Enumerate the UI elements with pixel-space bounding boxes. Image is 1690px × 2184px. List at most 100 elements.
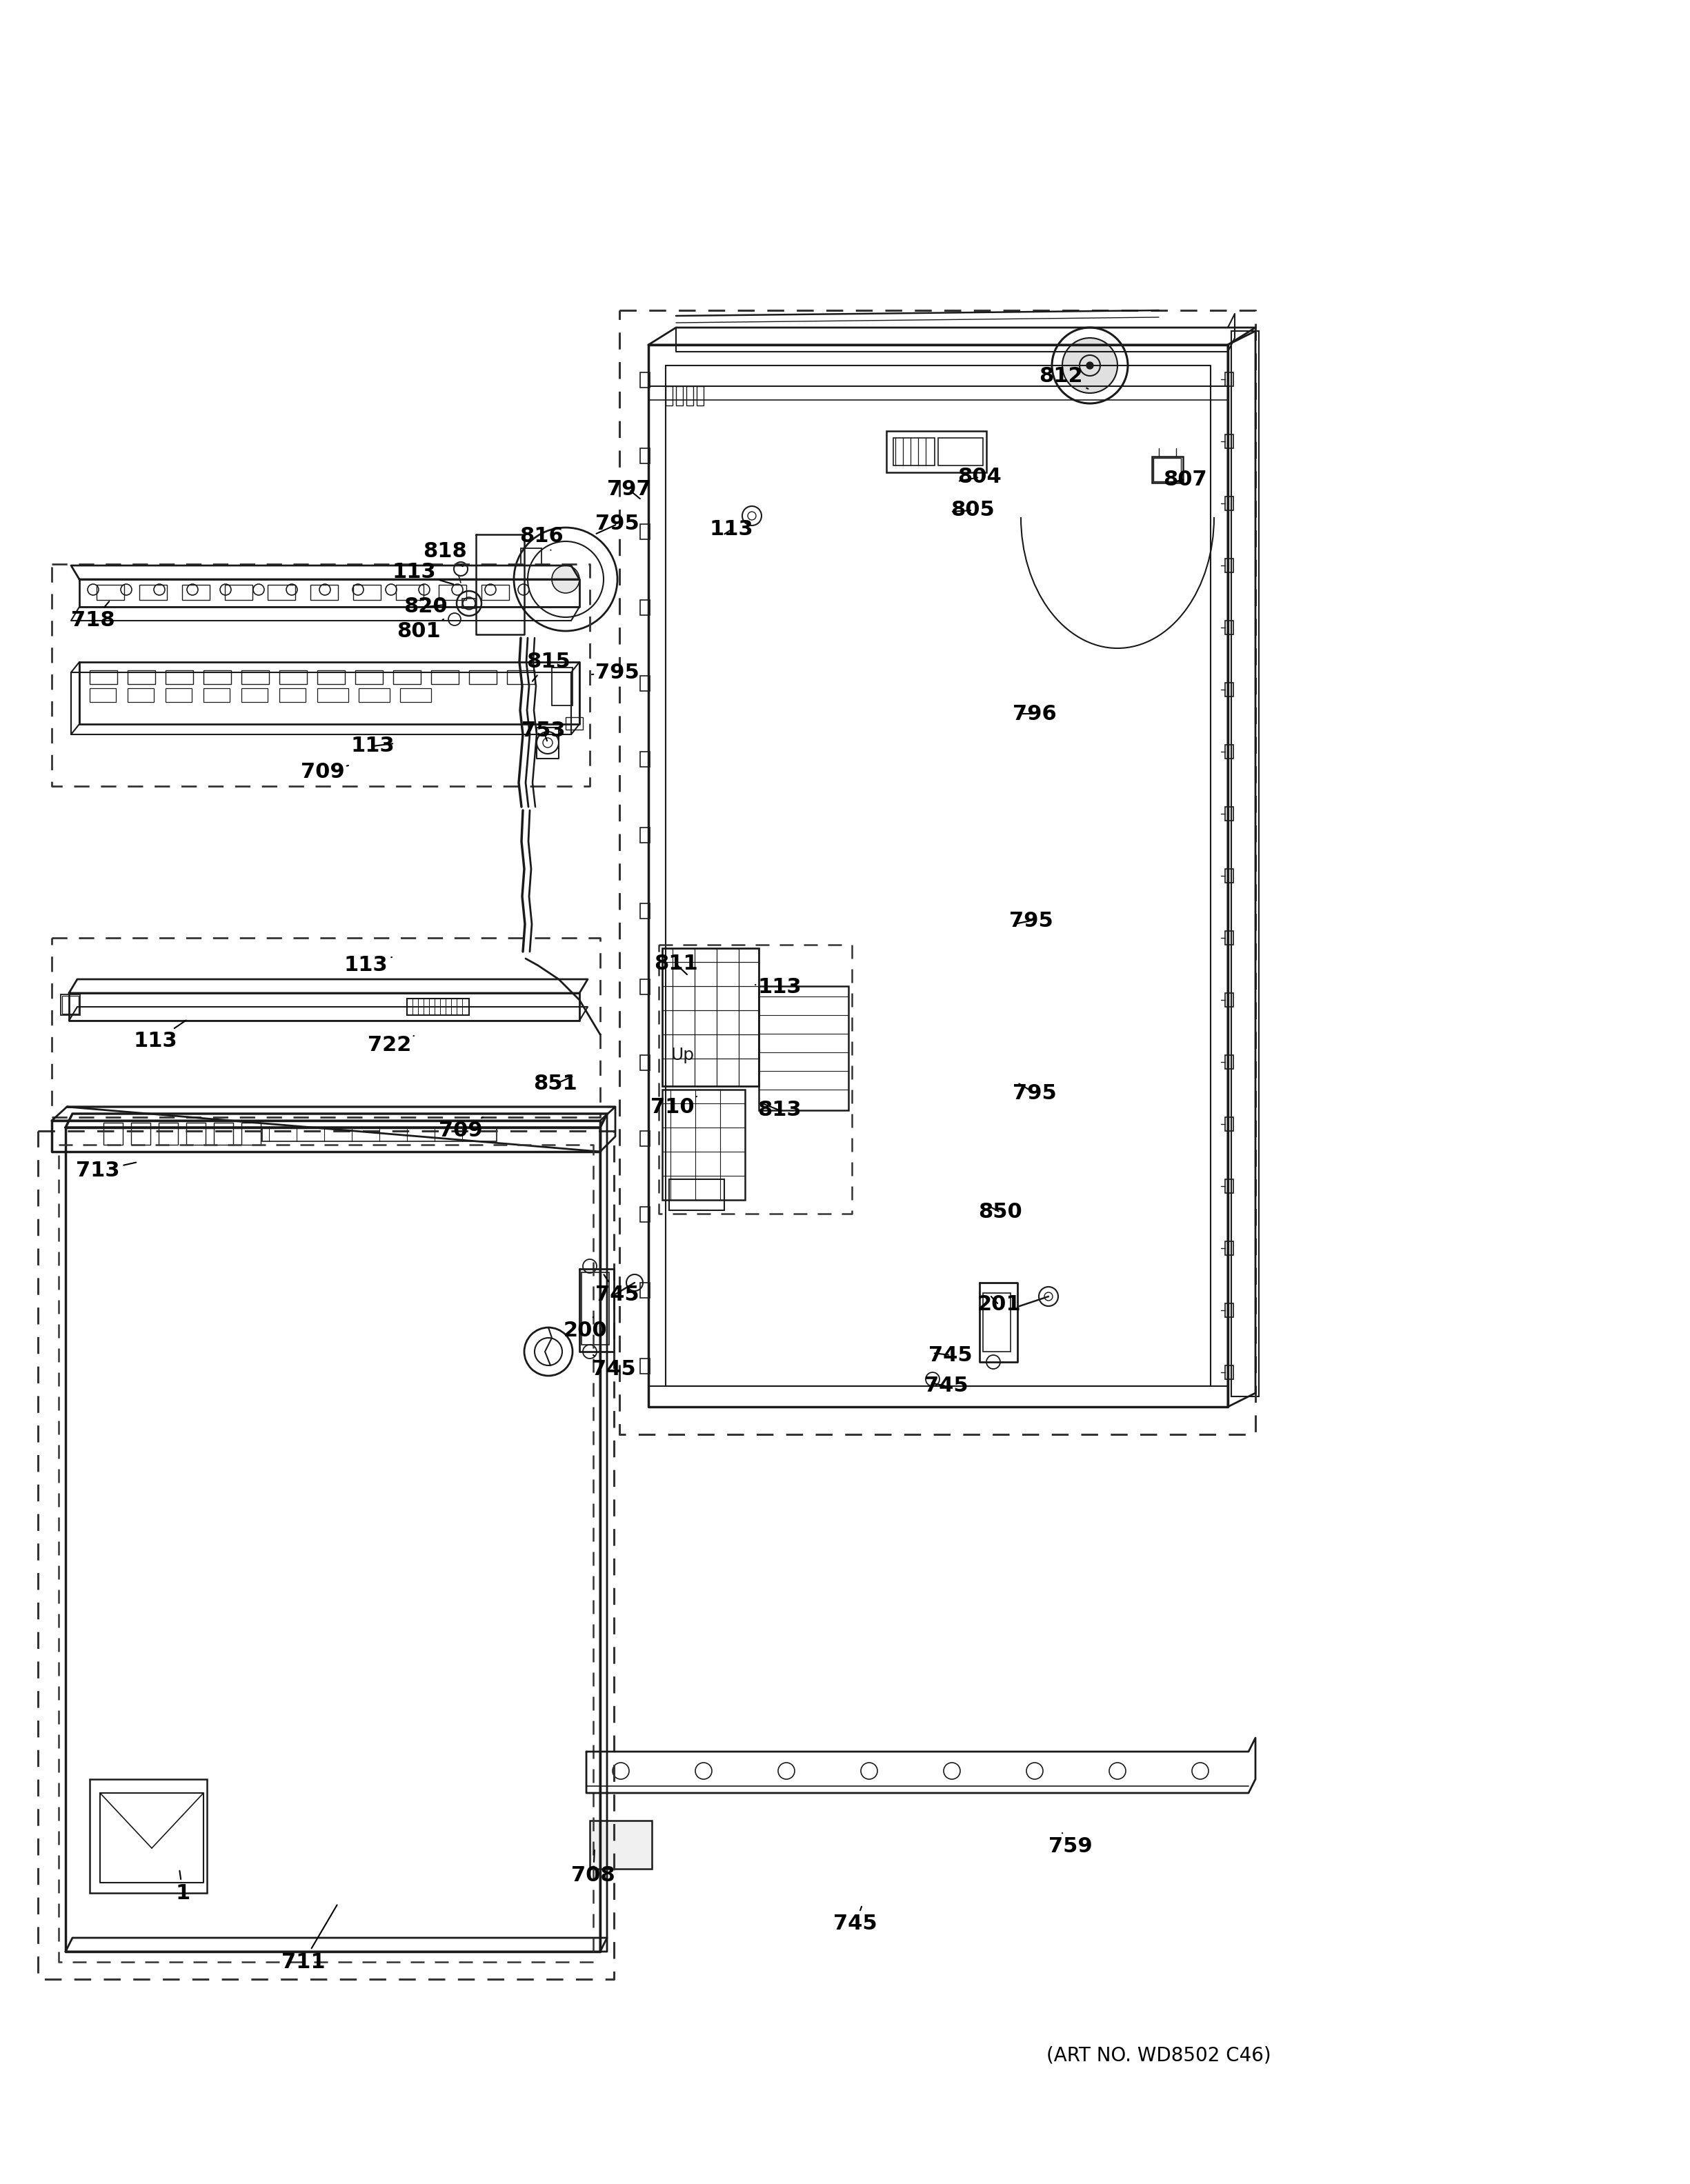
Bar bbox=[1153, 459, 1181, 480]
Bar bbox=[394, 670, 421, 684]
Bar bbox=[641, 1055, 649, 1070]
Text: 709: 709 bbox=[301, 762, 348, 782]
Bar bbox=[1225, 559, 1234, 572]
Bar bbox=[581, 1273, 608, 1345]
Text: 795: 795 bbox=[1012, 1083, 1056, 1103]
Bar bbox=[1153, 456, 1183, 483]
Text: 711: 711 bbox=[282, 1904, 336, 1972]
Bar bbox=[203, 688, 230, 701]
Text: 812: 812 bbox=[1039, 367, 1088, 389]
Text: 745: 745 bbox=[928, 1345, 972, 1365]
Bar bbox=[225, 585, 252, 601]
Bar bbox=[696, 387, 703, 406]
Circle shape bbox=[1063, 339, 1117, 393]
Text: 113: 113 bbox=[134, 1020, 186, 1051]
Bar bbox=[1232, 332, 1259, 1396]
Bar bbox=[262, 1127, 497, 1142]
Circle shape bbox=[1087, 363, 1093, 369]
Bar bbox=[662, 1090, 745, 1199]
Bar bbox=[1225, 745, 1234, 758]
Bar bbox=[1225, 435, 1234, 448]
Bar bbox=[431, 670, 458, 684]
Bar bbox=[353, 585, 380, 601]
Bar bbox=[676, 387, 683, 406]
Text: 807: 807 bbox=[1163, 470, 1207, 489]
Bar bbox=[203, 670, 232, 684]
Bar bbox=[355, 670, 384, 684]
Text: Up: Up bbox=[671, 1046, 695, 1064]
Bar bbox=[186, 1123, 206, 1144]
Text: 795: 795 bbox=[592, 662, 639, 681]
Bar bbox=[590, 1821, 652, 1870]
Text: 709: 709 bbox=[439, 1118, 483, 1140]
Bar bbox=[318, 688, 348, 701]
Bar bbox=[886, 430, 987, 472]
Text: 708: 708 bbox=[571, 1850, 615, 1885]
Bar bbox=[938, 439, 984, 465]
Text: 753: 753 bbox=[522, 721, 566, 740]
Bar bbox=[1225, 930, 1234, 946]
Bar bbox=[641, 751, 649, 767]
Text: 113: 113 bbox=[392, 561, 453, 585]
Bar bbox=[279, 670, 308, 684]
Bar bbox=[128, 688, 154, 701]
Bar bbox=[641, 1208, 649, 1223]
Text: 811: 811 bbox=[654, 954, 698, 974]
Bar bbox=[166, 688, 191, 701]
Bar bbox=[566, 716, 583, 729]
Text: 813: 813 bbox=[757, 1101, 801, 1120]
Text: 1: 1 bbox=[176, 1872, 189, 1902]
Bar bbox=[666, 387, 673, 406]
Bar bbox=[641, 978, 649, 994]
Bar bbox=[461, 598, 477, 607]
Bar bbox=[507, 670, 534, 684]
Text: 797: 797 bbox=[607, 480, 651, 500]
Bar bbox=[407, 998, 470, 1016]
Bar bbox=[267, 585, 296, 601]
Text: 815: 815 bbox=[526, 653, 571, 681]
Text: 851: 851 bbox=[534, 1075, 578, 1094]
Text: 113: 113 bbox=[350, 736, 394, 756]
Bar bbox=[641, 904, 649, 919]
Bar bbox=[1225, 684, 1234, 697]
Bar bbox=[1225, 1055, 1234, 1068]
Text: 795: 795 bbox=[1009, 911, 1053, 930]
Bar bbox=[641, 601, 649, 616]
Bar bbox=[641, 675, 649, 690]
Text: 796: 796 bbox=[1012, 703, 1056, 723]
Text: 113: 113 bbox=[343, 954, 392, 976]
Bar bbox=[984, 1293, 1011, 1352]
Bar bbox=[311, 585, 338, 601]
Text: 745: 745 bbox=[924, 1376, 968, 1396]
Bar bbox=[96, 585, 123, 601]
Bar bbox=[470, 670, 497, 684]
Bar bbox=[318, 670, 345, 684]
Bar bbox=[63, 996, 79, 1013]
Bar bbox=[439, 585, 466, 601]
Bar bbox=[90, 1780, 206, 1894]
Text: 745: 745 bbox=[595, 1275, 639, 1306]
Bar bbox=[401, 688, 431, 701]
Bar bbox=[242, 670, 269, 684]
Bar bbox=[132, 1123, 150, 1144]
Bar bbox=[641, 448, 649, 463]
Text: 113: 113 bbox=[710, 520, 754, 539]
Bar bbox=[1225, 994, 1234, 1007]
Bar bbox=[61, 994, 79, 1016]
Bar bbox=[90, 670, 117, 684]
Bar bbox=[669, 1179, 725, 1210]
Bar bbox=[1225, 869, 1234, 882]
Bar bbox=[641, 1131, 649, 1147]
Bar bbox=[242, 1123, 260, 1144]
Bar bbox=[894, 439, 935, 465]
Bar bbox=[242, 688, 267, 701]
Bar bbox=[641, 373, 649, 387]
Bar bbox=[662, 948, 759, 1085]
Bar bbox=[1225, 373, 1234, 387]
Bar bbox=[1225, 1241, 1234, 1256]
Bar bbox=[103, 1123, 123, 1144]
Text: (ART NO. WD8502 C46): (ART NO. WD8502 C46) bbox=[1046, 2046, 1271, 2064]
Bar bbox=[1225, 806, 1234, 821]
Bar bbox=[183, 585, 210, 601]
Bar bbox=[166, 670, 193, 684]
